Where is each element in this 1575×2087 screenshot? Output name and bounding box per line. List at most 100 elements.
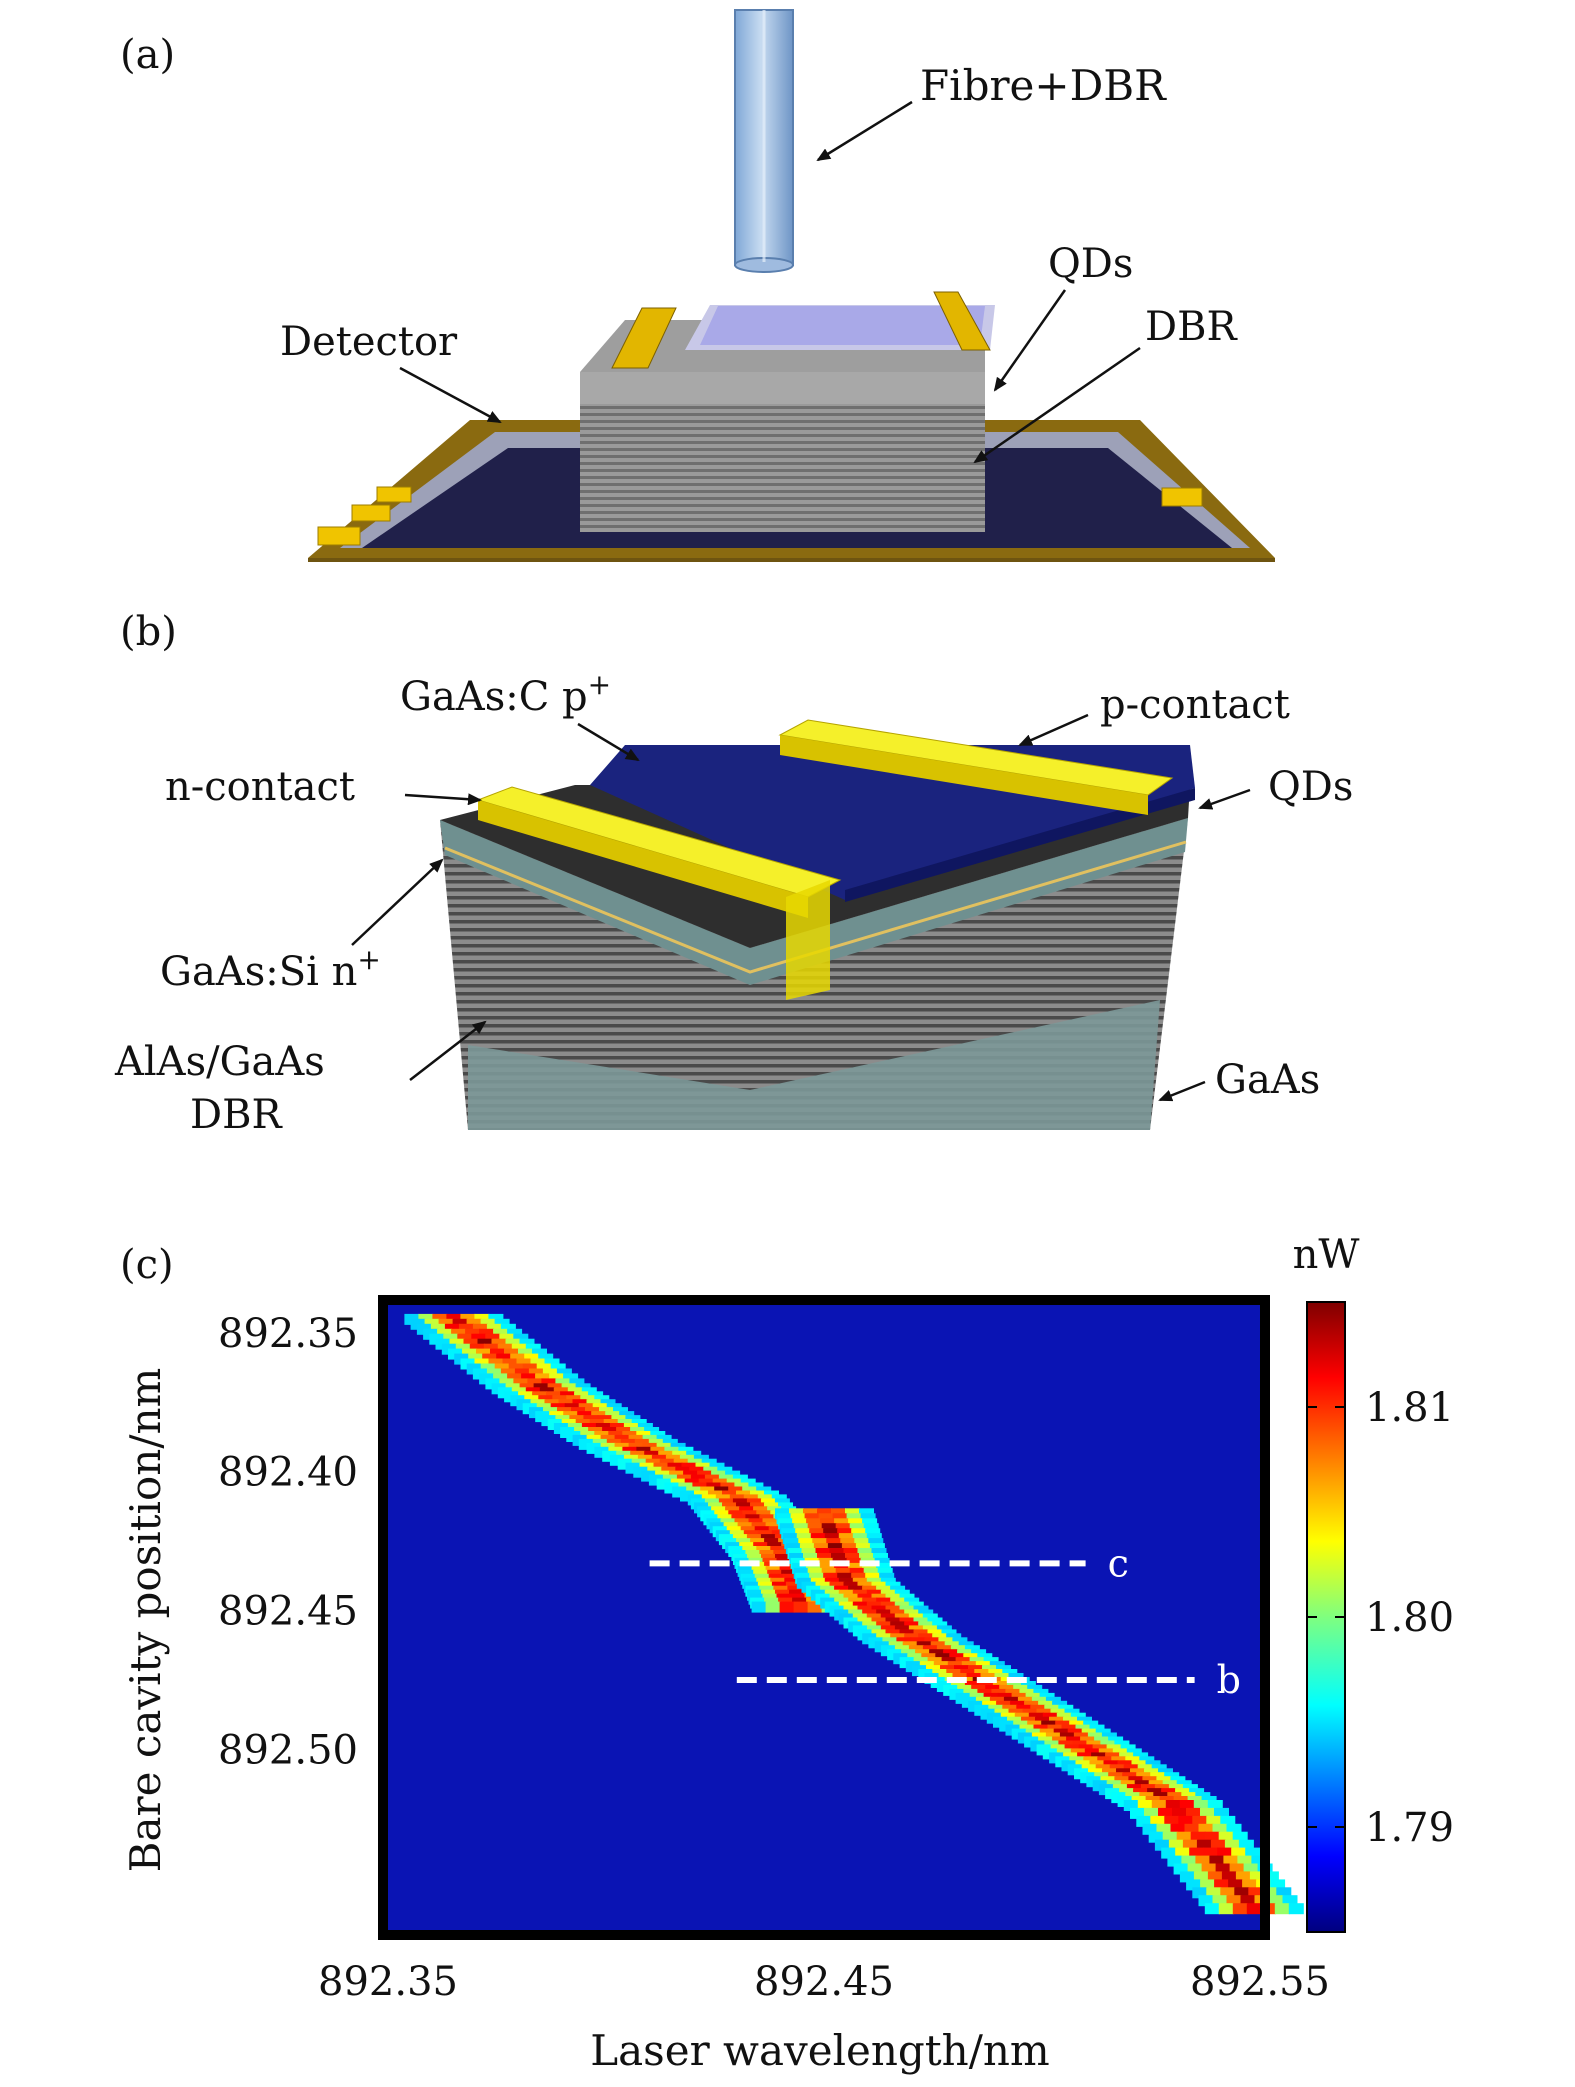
heatmap-cell [1198, 1895, 1214, 1907]
heatmap-cell [1245, 1847, 1261, 1859]
heatmap-cell [1184, 1823, 1200, 1835]
heatmap-cell [1274, 1903, 1290, 1915]
heatmap-cell [1148, 1831, 1164, 1843]
heatmap-cell [1248, 1887, 1264, 1899]
heatmap-cell [1172, 1807, 1187, 1819]
heatmap-cell [1207, 1800, 1223, 1811]
heatmap-cell [672, 1486, 688, 1498]
dashed-lines: cb [649, 1541, 1241, 1702]
heatmap-cell [1181, 1855, 1197, 1867]
heatmap-cell [1288, 1903, 1304, 1915]
y-tick-label: 892.50 [218, 1727, 358, 1773]
heatmap-cell [1182, 1839, 1198, 1851]
heatmap-cell [1270, 1879, 1286, 1891]
colorbar-tick-label: 1.80 [1365, 1595, 1454, 1641]
colorbar-tick-label: 1.81 [1365, 1385, 1454, 1431]
heatmap-cell [1214, 1807, 1229, 1819]
label-detector: Detector [280, 319, 458, 365]
heatmap-cell [1217, 1847, 1233, 1859]
heatmap-cell [1164, 1815, 1180, 1827]
heatmap-cell [578, 1438, 594, 1450]
heatmap-cell [1136, 1815, 1152, 1827]
heatmap-cell [807, 1601, 823, 1613]
colorbar-ticks: 1.81 1.80 1.79 [1307, 1385, 1454, 1851]
heatmap-cell [1223, 1855, 1239, 1867]
heatmap-cell [594, 1446, 610, 1458]
label-n-contact: n-contact [165, 764, 355, 810]
heatmap-cell [1186, 1807, 1201, 1819]
heatmap-cell [1240, 1895, 1256, 1907]
heatmap-cell [1204, 1903, 1220, 1915]
heatmap-cell [1210, 1839, 1226, 1851]
heatmap-cell [1232, 1831, 1248, 1843]
heatmap-cell [1193, 1871, 1209, 1883]
heatmap-cell [1224, 1839, 1240, 1851]
arrow-dbr-a [973, 346, 1141, 464]
label-n-doped: GaAs:Si n+ [160, 943, 381, 995]
device-block [440, 719, 1195, 1130]
heatmap-cell [1178, 1815, 1194, 1827]
heatmap-cell [1156, 1823, 1172, 1835]
heatmap-cell [1190, 1831, 1206, 1843]
label-qds-b: QDs [1268, 764, 1353, 810]
heatmap-cell [1215, 1863, 1231, 1875]
heatmap-cell [1207, 1871, 1223, 1883]
heatmap-cell [656, 1478, 672, 1490]
arrow-dbr-b [409, 1020, 487, 1081]
heatmap-cell [1187, 1863, 1203, 1875]
heatmap-cell [1220, 1815, 1236, 1827]
label-substrate: GaAs [1215, 1057, 1320, 1103]
colorbar-unit: nW [1293, 1232, 1360, 1278]
label-dbr-b-line1: AlAs/GaAs [114, 1039, 325, 1085]
heatmap-cell [1168, 1839, 1184, 1851]
heatmap-cell [1179, 1871, 1195, 1883]
y-axis-label: Bare cavity position/nm [121, 1368, 170, 1873]
arrow-substrate [1158, 1080, 1206, 1102]
heatmap-cell [1179, 1800, 1195, 1811]
heatmap-cell [1193, 1800, 1209, 1811]
bond-pad [317, 526, 361, 546]
heatmap-cell [648, 1474, 664, 1486]
heatmap-cell [625, 1462, 641, 1474]
heatmap-cell [1170, 1823, 1186, 1835]
label-qds-a: QDs [1048, 241, 1133, 287]
plot-frame [378, 1295, 1270, 1940]
label-p-contact: p-contact [1100, 682, 1290, 728]
y-tick-label: 892.45 [218, 1589, 358, 1635]
y-tick-label: 892.35 [218, 1311, 358, 1357]
heatmap-cell [1130, 1807, 1145, 1819]
label-fibre: Fibre+DBR [920, 61, 1167, 110]
heatmap-cell [1150, 1815, 1166, 1827]
arrow-qds-b [1198, 788, 1251, 810]
arrow-fibre [816, 100, 913, 162]
label-p-doped: GaAs:C p+ [400, 668, 611, 720]
arrow-p-doped [577, 722, 640, 762]
panel-a-label: (a) [120, 32, 175, 78]
heatmap-cell [1173, 1863, 1189, 1875]
heatmap-cell [1151, 1800, 1167, 1811]
heatmap-cell [1167, 1855, 1183, 1867]
heatmap-cell [1263, 1871, 1279, 1883]
heatmap-cell [751, 1601, 767, 1613]
heatmap-cell [1142, 1823, 1158, 1835]
heatmap-cell [1226, 1823, 1242, 1835]
heatmap-cell [586, 1442, 602, 1454]
bond-pad [1161, 487, 1203, 507]
heatmap-cell [1198, 1823, 1214, 1835]
heatmap-cell [1204, 1831, 1220, 1843]
panel-c-label: (c) [120, 1242, 174, 1288]
y-axis-ticks: 892.35 892.40 892.45 892.50 [218, 1311, 358, 1774]
panel-a: (a) [120, 9, 1275, 562]
heatmap-cell [765, 1601, 781, 1613]
heatmap-cell [1175, 1847, 1191, 1859]
heatmap-cell [1200, 1807, 1215, 1819]
heatmap-cell [1212, 1823, 1228, 1835]
bond-pad [351, 504, 391, 522]
heatmap-cell [1158, 1807, 1173, 1819]
heatmap-cell [1276, 1887, 1292, 1899]
heatmap-cell [1218, 1903, 1234, 1915]
heatmap-cell [609, 1454, 625, 1466]
heatmap-cell [1212, 1895, 1228, 1907]
